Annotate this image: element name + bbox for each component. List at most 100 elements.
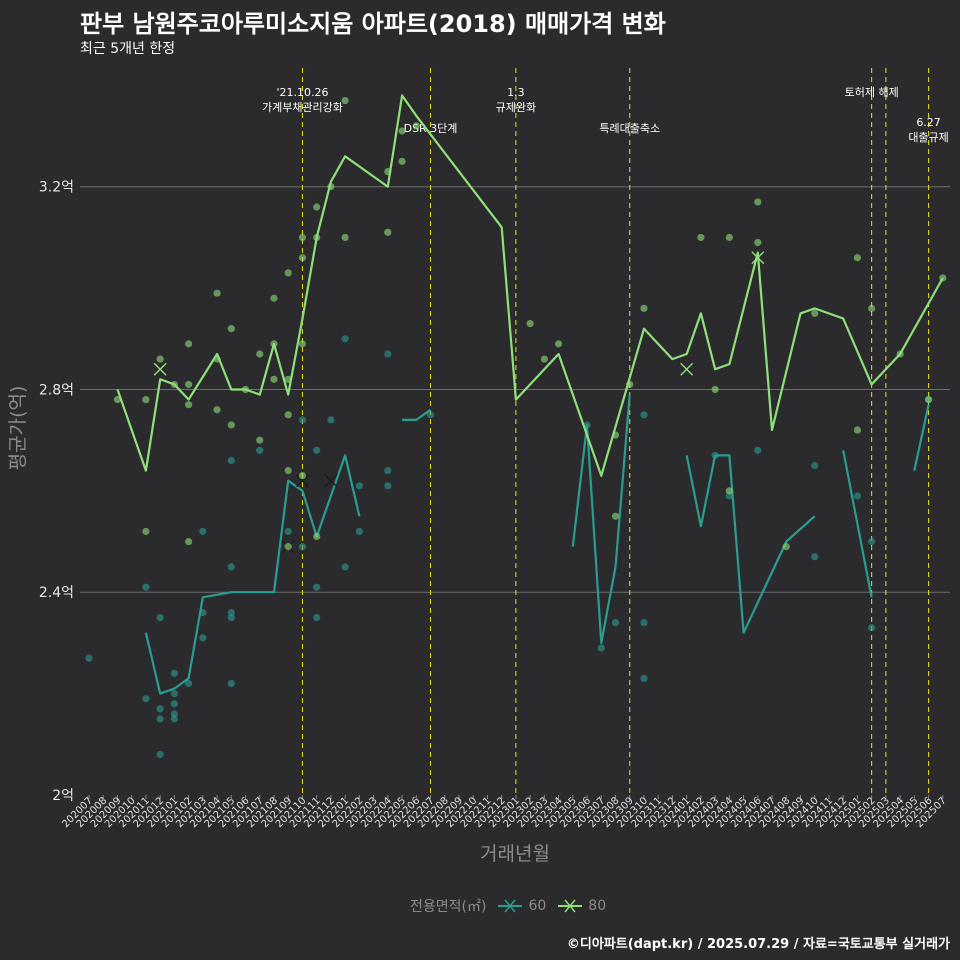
data-point-60 [868,624,876,632]
data-point-60 [170,715,178,723]
legend-label-80: 80 [588,898,607,914]
data-point-80 [298,233,307,242]
data-point-60 [811,461,819,470]
data-point-80 [270,375,278,383]
data-point-80 [227,325,235,333]
legend-title: 전용면적(㎡) [410,899,487,915]
data-point-60 [355,482,363,490]
data-point-60 [142,695,150,703]
legend-item-60: 60 [498,898,546,914]
data-point-60 [156,715,164,723]
y-axis-label: 평균가(억) [7,386,29,471]
data-point-60 [341,335,349,343]
chart-legend: 전용면적(㎡) 60 80 [410,896,606,916]
data-point-60 [384,466,392,475]
cross-marker-80 [153,362,167,376]
data-point-60 [156,613,164,622]
series-line-60 [913,404,930,471]
cross-marker-60 [295,474,309,488]
data-point-60 [227,456,235,465]
event-label: '21.10.26 [276,86,328,99]
data-point-60 [384,482,392,490]
data-point-80 [298,340,307,348]
chart-title: 판부 남원주코아루미소지움 아파트(2018) 매매가격 변화 [80,10,666,38]
data-point-80 [384,228,392,236]
legend-label-60: 60 [528,898,547,914]
data-point-80 [611,512,620,520]
legend-swatch-80 [558,899,583,913]
data-point-60 [811,553,819,561]
y-tick-label: 2.4억 [39,585,74,601]
data-point-60 [199,527,207,536]
data-point-60 [142,583,150,591]
data-point-80 [868,304,876,312]
series-line-60 [842,450,873,598]
series-line-60 [571,394,631,645]
legend-swatch-60 [498,899,523,913]
data-point-80 [156,355,164,363]
data-point-60 [313,613,321,622]
data-point-60 [611,619,620,627]
data-point-80 [142,527,150,536]
cross-marker-80 [751,251,765,265]
data-point-60 [185,679,193,688]
data-point-60 [355,527,363,536]
data-point-80 [697,233,705,242]
data-point-80 [185,537,193,546]
data-point-60 [298,416,307,424]
data-point-80 [341,233,349,242]
series-line-60 [402,408,432,421]
data-point-80 [213,289,221,297]
data-point-60 [227,679,235,688]
data-point-80 [924,396,933,404]
cross-marker-80 [680,362,694,376]
data-point-60 [384,350,392,358]
data-point-60 [313,446,321,454]
event-label: 가계부채관리강화 [262,101,343,114]
series-line-80 [116,94,944,477]
data-point-80 [313,532,321,541]
data-point-80 [754,238,762,247]
data-point-80 [256,436,264,444]
data-point-60 [313,583,321,591]
data-point-60 [170,710,178,718]
data-point-80 [540,355,548,363]
data-point-60 [227,563,235,571]
data-point-80 [725,487,733,495]
data-point-60 [327,416,335,424]
data-point-60 [284,527,292,536]
data-point-80 [213,406,221,414]
data-point-80 [341,96,349,105]
data-point-60 [640,619,648,627]
event-label: 1.3 [507,86,525,99]
series-line-60 [144,454,361,695]
data-point-80 [640,304,648,312]
data-point-60 [754,446,762,454]
source-caption: ©디아파트(dapt.kr) / 2025.07.29 / 자료=국토교통부 실… [566,937,950,952]
data-point-60 [426,411,435,419]
series-line-60 [685,454,816,634]
data-point-80 [725,233,733,242]
event-label: 6.27 [916,116,941,129]
data-point-60 [256,446,264,454]
data-point-80 [853,254,862,262]
data-point-80 [142,396,150,404]
event-label: 규제완화 [496,101,536,114]
data-point-80 [227,421,235,429]
data-point-60 [640,674,648,683]
data-point-60 [341,563,349,571]
data-point-80 [398,157,406,165]
data-point-60 [170,700,178,708]
data-point-60 [170,690,178,698]
data-point-60 [227,613,235,622]
data-point-60 [597,644,605,652]
event-label: 대출규제 [908,131,948,144]
cross-marker-60 [324,474,338,488]
data-point-80 [270,294,278,302]
x-axis-label: 거래년월 [480,843,550,865]
data-point-80 [554,340,563,348]
data-point-60 [868,537,876,546]
data-point-60 [156,750,164,759]
data-point-60 [85,654,93,662]
